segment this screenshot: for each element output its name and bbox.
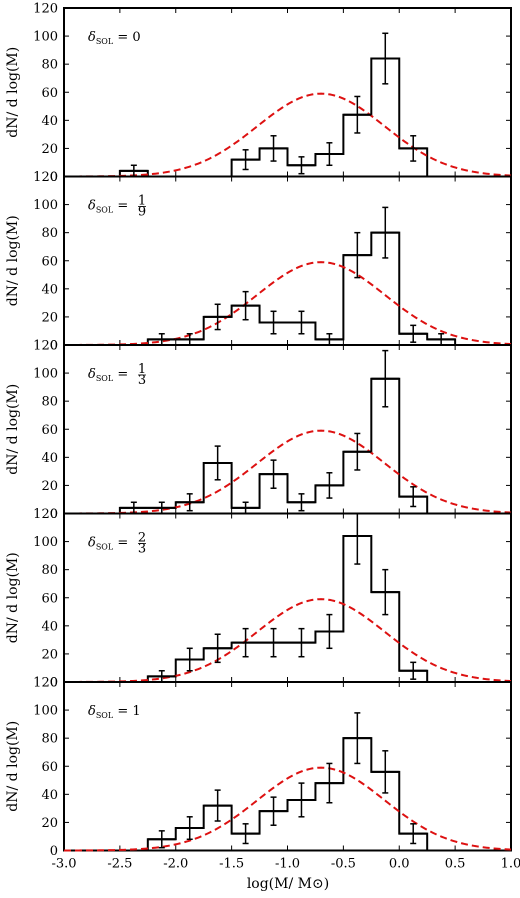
y-tick-label: 20	[41, 816, 58, 831]
panel-frame	[63, 175, 512, 346]
histogram-outline	[118, 377, 429, 514]
y-tick-label: 120	[33, 2, 58, 17]
panel-label-denominator: 3	[138, 373, 146, 388]
y-tick-label: 0	[50, 844, 58, 859]
y-axis-title: dN/ d log(M)	[5, 215, 21, 306]
y-tick-label: 100	[33, 535, 58, 550]
panel-label-numerator: 2	[138, 531, 146, 546]
y-tick-label: 0	[50, 339, 58, 354]
y-tick-label: 120	[33, 507, 58, 522]
panel-label-numerator: 1	[138, 194, 146, 209]
y-tick-label: 80	[41, 395, 58, 410]
y-tick-label: 80	[41, 226, 58, 241]
y-tick-label: 20	[41, 647, 58, 662]
panel-label: δSOL =	[88, 367, 128, 383]
y-tick-label: 80	[41, 732, 58, 747]
y-tick-label: 60	[41, 86, 58, 101]
panel-label: δSOL = 1	[88, 704, 141, 720]
y-axis-title: dN/ d log(M)	[5, 721, 21, 812]
x-tick-label: 0.0	[389, 857, 410, 872]
y-tick-label: 100	[33, 367, 58, 382]
y-tick-label: 100	[33, 30, 58, 45]
model-curve	[63, 766, 512, 852]
panel-4: 0 20 40 60 80 100 120 δSOL = 23 dN/ d log(M)	[5, 507, 512, 691]
panel-3: 0 20 40 60 80 100 120 δSOL = 13 dN/ d log(M)	[5, 339, 512, 522]
y-tick-label: 120	[33, 676, 58, 691]
y-axis-title: dN/ d log(M)	[5, 384, 21, 475]
panel-label-denominator: 9	[138, 205, 146, 220]
x-tick-label: -1.5	[219, 857, 244, 872]
x-tick-label: 1.0	[501, 857, 520, 872]
panel-label: δSOL =	[88, 536, 128, 552]
model-curve	[63, 92, 512, 178]
y-axis-title: dN/ d log(M)	[5, 47, 21, 138]
panel-5: 0 20 40 60 80 100 120 -3.0 -2.5 -2.0 -1.5 -1.0 -0.5 0…	[5, 676, 520, 872]
model-curve	[63, 598, 512, 683]
y-tick-label: 80	[41, 58, 58, 73]
panel-label: δSOL =	[88, 199, 128, 215]
y-tick-label: 20	[41, 310, 58, 325]
y-tick-label: 80	[41, 563, 58, 578]
y-tick-label: 0	[50, 170, 58, 185]
panel-frame	[63, 512, 512, 683]
y-tick-label: 40	[41, 282, 58, 297]
y-tick-label: 60	[41, 591, 58, 606]
y-tick-label: 100	[33, 704, 58, 719]
y-axis-title: dN/ d log(M)	[5, 552, 21, 643]
y-tick-label: 100	[33, 198, 58, 213]
y-tick-label: 60	[41, 254, 58, 269]
x-tick-label: -2.0	[163, 857, 188, 872]
y-tick-label: 20	[41, 142, 58, 157]
y-tick-label: 40	[41, 451, 58, 466]
y-tick-label: 0	[50, 676, 58, 691]
panel-label: δSOL = 0	[88, 30, 141, 46]
panel-label-denominator: 3	[138, 542, 146, 557]
y-tick-label: 40	[41, 788, 58, 803]
y-tick-label: 0	[50, 507, 58, 522]
x-tick-label: 0.5	[445, 857, 466, 872]
panel-2: 0 20 40 60 80 100 120 δSOL = 19 dN/ d log(M)	[5, 170, 512, 354]
y-tick-label: 40	[41, 114, 58, 129]
y-tick-label: 60	[41, 760, 58, 775]
model-curve	[63, 429, 512, 515]
y-tick-label: 120	[33, 339, 58, 354]
x-tick-label: -2.5	[107, 857, 132, 872]
x-tick-label: -0.5	[331, 857, 356, 872]
panel-label-numerator: 1	[138, 362, 146, 377]
model-curve	[63, 261, 512, 346]
panel-1: 0 20 40 60 80 100 120 δSOL = 0 dN/ d log(M)	[5, 2, 512, 185]
y-tick-label: 120	[33, 170, 58, 185]
x-axis-title: log(M/ M⊙)	[247, 876, 329, 892]
x-tick-label: -1.0	[275, 857, 300, 872]
y-tick-label: 60	[41, 423, 58, 438]
x-tick-label: -3.0	[51, 857, 76, 872]
y-tick-label: 40	[41, 619, 58, 634]
y-tick-label: 20	[41, 479, 58, 494]
